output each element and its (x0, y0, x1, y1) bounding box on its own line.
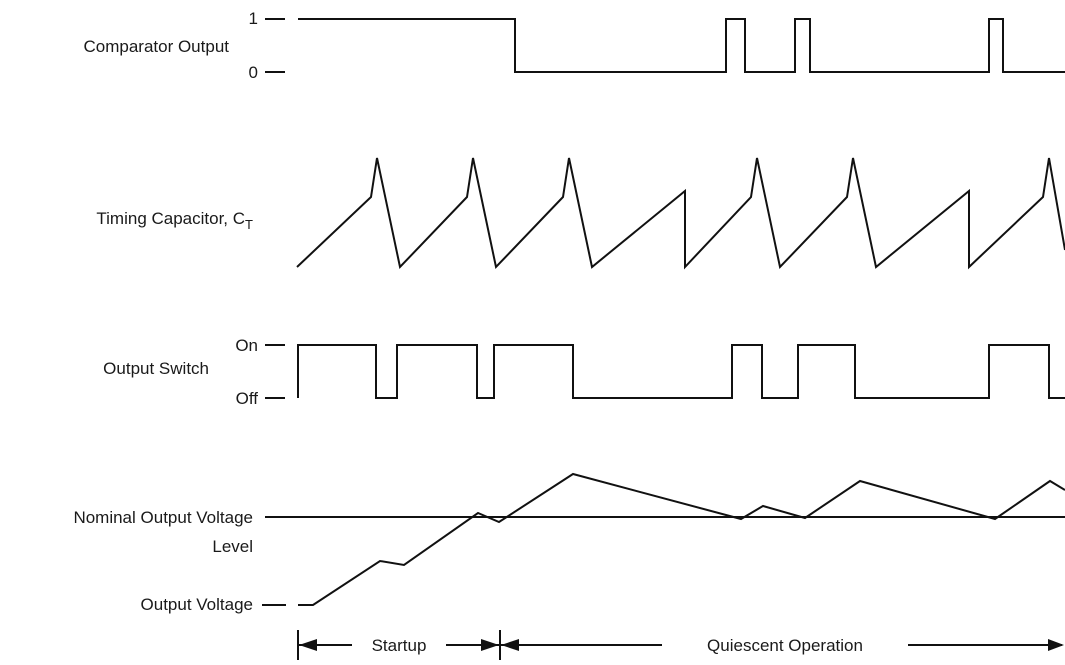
quiescent-phase-label: Quiescent Operation (707, 636, 863, 655)
output-switch-on-label: On (235, 336, 258, 355)
output-switch-group: Output Switch On Off (103, 336, 1065, 408)
startup-left-arrowhead (299, 639, 317, 651)
phase-timeline: Startup Quiescent Operation (297, 630, 1064, 660)
startup-right-arrowhead (481, 639, 499, 651)
startup-phase-label: Startup (372, 636, 427, 655)
timing-capacitor-subscript: T (245, 217, 253, 232)
timing-capacitor-waveform (296, 157, 1065, 270)
nominal-output-voltage-level-label: Level (212, 537, 253, 556)
output-voltage-group: Nominal Output Voltage Level Output Volt… (73, 472, 1065, 614)
comparator-output-label: Comparator Output (83, 37, 229, 56)
output-switch-waveform (297, 344, 1065, 399)
output-switch-label: Output Switch (103, 359, 209, 378)
comparator-high-level-label: 1 (249, 9, 258, 28)
timing-capacitor-label: Timing Capacitor, CT (96, 209, 253, 232)
nominal-output-voltage-label: Nominal Output Voltage (73, 508, 253, 527)
comparator-output-group: Comparator Output 1 0 (83, 9, 1065, 82)
output-voltage-waveform (298, 472, 1065, 606)
quiescent-right-arrowhead (1048, 639, 1064, 651)
timing-capacitor-group: Timing Capacitor, CT (96, 157, 1065, 270)
quiescent-left-arrowhead (501, 639, 519, 651)
output-voltage-label: Output Voltage (141, 595, 253, 614)
comparator-output-waveform (298, 18, 1065, 73)
output-switch-off-label: Off (236, 389, 259, 408)
comparator-low-level-label: 0 (249, 63, 258, 82)
